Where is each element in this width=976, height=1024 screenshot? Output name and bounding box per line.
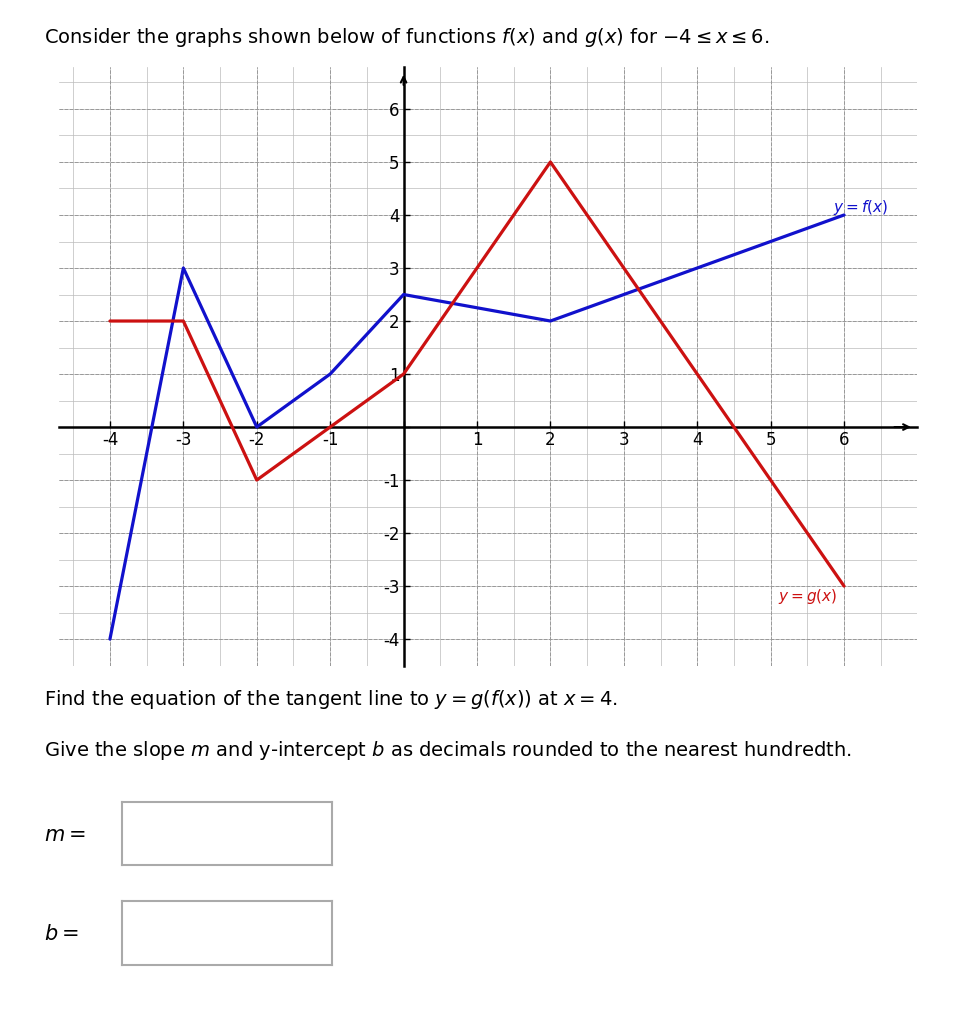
Text: Find the equation of the tangent line to $y = g(f(x))$ at $x = 4$.: Find the equation of the tangent line to… xyxy=(44,688,618,711)
Text: $b =$: $b =$ xyxy=(44,924,79,944)
Text: $y = f(x)$: $y = f(x)$ xyxy=(834,198,888,216)
Text: $y = g(x)$: $y = g(x)$ xyxy=(778,587,837,606)
Text: $m =$: $m =$ xyxy=(44,824,86,845)
Text: Give the slope $m$ and y-intercept $b$ as decimals rounded to the nearest hundre: Give the slope $m$ and y-intercept $b$ a… xyxy=(44,739,851,762)
Text: Consider the graphs shown below of functions $f(x)$ and $g(x)$ for $-4 \leq x \l: Consider the graphs shown below of funct… xyxy=(44,26,769,48)
